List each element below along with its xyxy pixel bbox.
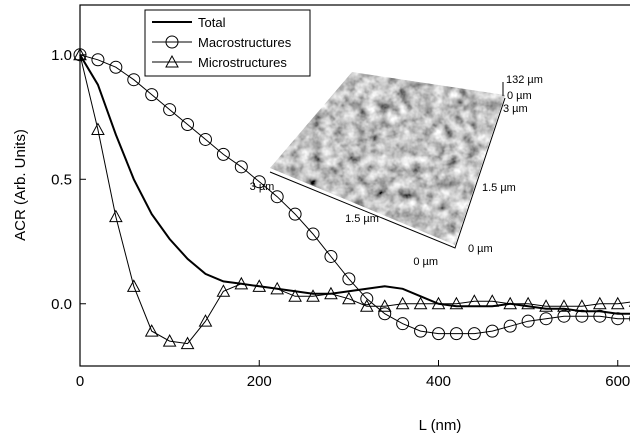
inset-label: 0 µm <box>507 90 532 102</box>
inset-label: 1.5 µm <box>482 182 516 194</box>
data-point <box>397 298 409 309</box>
y-axis-label: ACR (Arb. Units) <box>12 129 29 241</box>
y-tick-label: 0.0 <box>51 296 72 313</box>
legend-label: Total <box>198 15 226 30</box>
inset-label: 3 µm <box>503 103 528 115</box>
x-tick-label: 400 <box>426 373 451 390</box>
y-tick-label: 1.0 <box>51 47 72 64</box>
x-tick-label: 0 <box>76 373 84 390</box>
x-tick-label: 600 <box>605 373 630 390</box>
x-tick-label: 200 <box>247 373 272 390</box>
inset-label: 1.5 µm <box>345 213 379 225</box>
data-point <box>415 298 427 309</box>
legend-label: Macrostructures <box>198 35 292 50</box>
afm-inset <box>260 65 510 250</box>
inset-label: 0 µm <box>413 256 438 268</box>
y-tick-label: 0.5 <box>51 171 72 188</box>
inset-label: 3 µm <box>250 181 275 193</box>
data-point <box>486 295 498 306</box>
data-point <box>468 295 480 306</box>
inset-label: 0 µm <box>468 243 493 255</box>
inset-label: 132 µm <box>506 74 543 86</box>
x-axis-label: L (nm) <box>419 417 462 434</box>
legend-label: Microstructures <box>198 55 287 70</box>
chart: L (nm) ACR (Arb. Units) 02004006008000.0… <box>0 0 630 441</box>
data-point <box>594 298 606 309</box>
